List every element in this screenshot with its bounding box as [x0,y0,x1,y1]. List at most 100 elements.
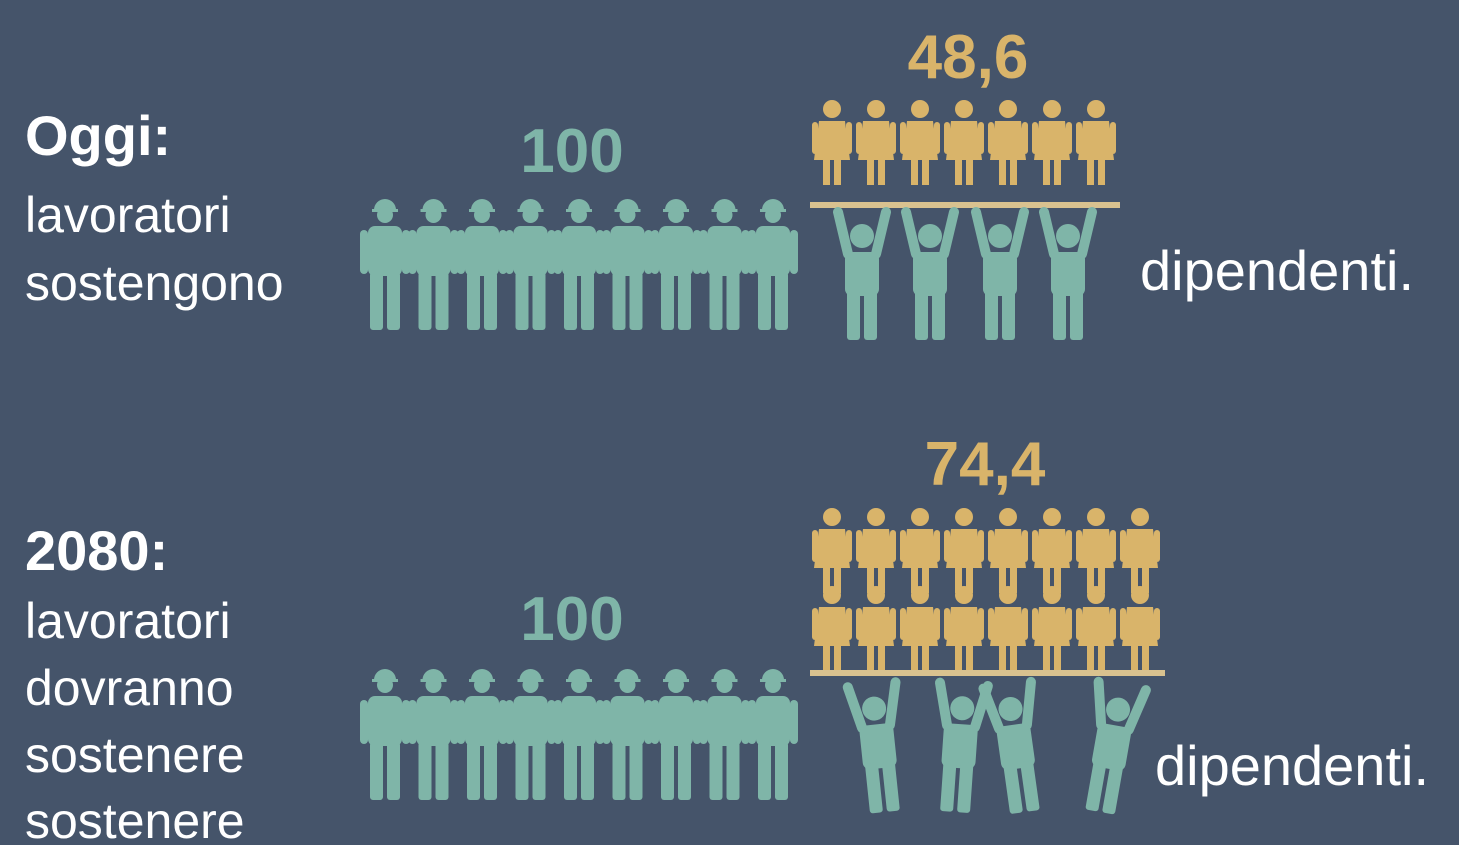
arm [547,230,556,274]
arm [1123,685,1151,735]
arm [408,700,417,744]
row-line: lavoratori [25,187,231,243]
arm [944,608,950,640]
arm [596,700,604,744]
icons [360,100,1165,815]
helmet [471,199,493,210]
helmet [616,199,639,210]
leg [370,742,383,800]
dress [902,121,938,160]
arm [457,700,465,744]
arm [971,207,991,259]
arm [1120,608,1126,640]
torso [1051,252,1085,296]
leg [1010,158,1017,185]
leg [484,272,497,330]
lifter-icon [1085,676,1151,815]
leg [1098,158,1105,185]
arm [741,700,750,744]
arm [901,207,921,259]
leg [418,272,432,330]
arm [1022,608,1028,640]
torso [756,696,790,746]
head [999,100,1017,118]
head [1131,586,1149,604]
dress [1078,529,1114,568]
arm [693,700,701,744]
leg [1098,566,1105,593]
leg [1054,566,1061,593]
arm [1110,122,1116,154]
leg [922,644,929,671]
leg [758,272,771,330]
arm [602,700,611,744]
head [999,508,1017,526]
head [867,508,885,526]
leg [1085,760,1107,812]
dependent-icon [944,586,984,671]
leg [629,742,643,800]
torso [756,226,790,276]
leg [775,742,788,800]
helmet [665,199,687,210]
arm [1066,608,1072,640]
leg [1010,644,1017,671]
arm [978,122,984,154]
row-heading: Oggi: [25,104,171,167]
arm [812,122,818,154]
head [474,207,490,223]
arm [748,700,756,744]
workers-count: 100 [520,585,623,654]
arm [408,230,417,274]
leg [709,272,723,330]
row-line: sostenere [25,793,245,845]
leg [878,566,885,593]
arm [856,122,862,154]
head [571,207,587,223]
leg [678,742,691,800]
platform [810,670,1165,676]
leg [758,742,771,800]
leg [847,290,860,340]
leg [435,272,449,330]
leg [966,566,973,593]
arm [699,230,708,274]
arm [554,700,562,744]
leg [661,272,674,330]
torso [707,226,742,276]
head [668,207,684,223]
torso [513,226,548,276]
leg [955,158,962,185]
torso [465,696,499,746]
arm [651,230,659,274]
helmet [568,669,590,680]
arm [1154,608,1160,640]
arm [596,230,604,274]
dependent-icon [988,100,1028,185]
torso [659,696,693,746]
head [867,586,885,604]
arm [1076,608,1082,640]
dress [858,529,894,568]
head [999,586,1017,604]
leg [1087,566,1094,593]
leg [532,272,546,330]
arm [1021,676,1036,730]
leg [629,272,643,330]
head [823,508,841,526]
head [850,224,874,248]
dress [858,121,894,160]
helmet [713,669,736,680]
head [823,100,841,118]
dress [1034,121,1070,160]
leg [1002,290,1015,340]
arm [554,230,562,274]
arm [505,230,514,274]
head [522,677,539,693]
torso [859,723,897,770]
leg [867,566,874,593]
arm [1032,122,1038,154]
leg [726,742,740,800]
dependent-icon [944,508,984,593]
leg [911,158,918,185]
